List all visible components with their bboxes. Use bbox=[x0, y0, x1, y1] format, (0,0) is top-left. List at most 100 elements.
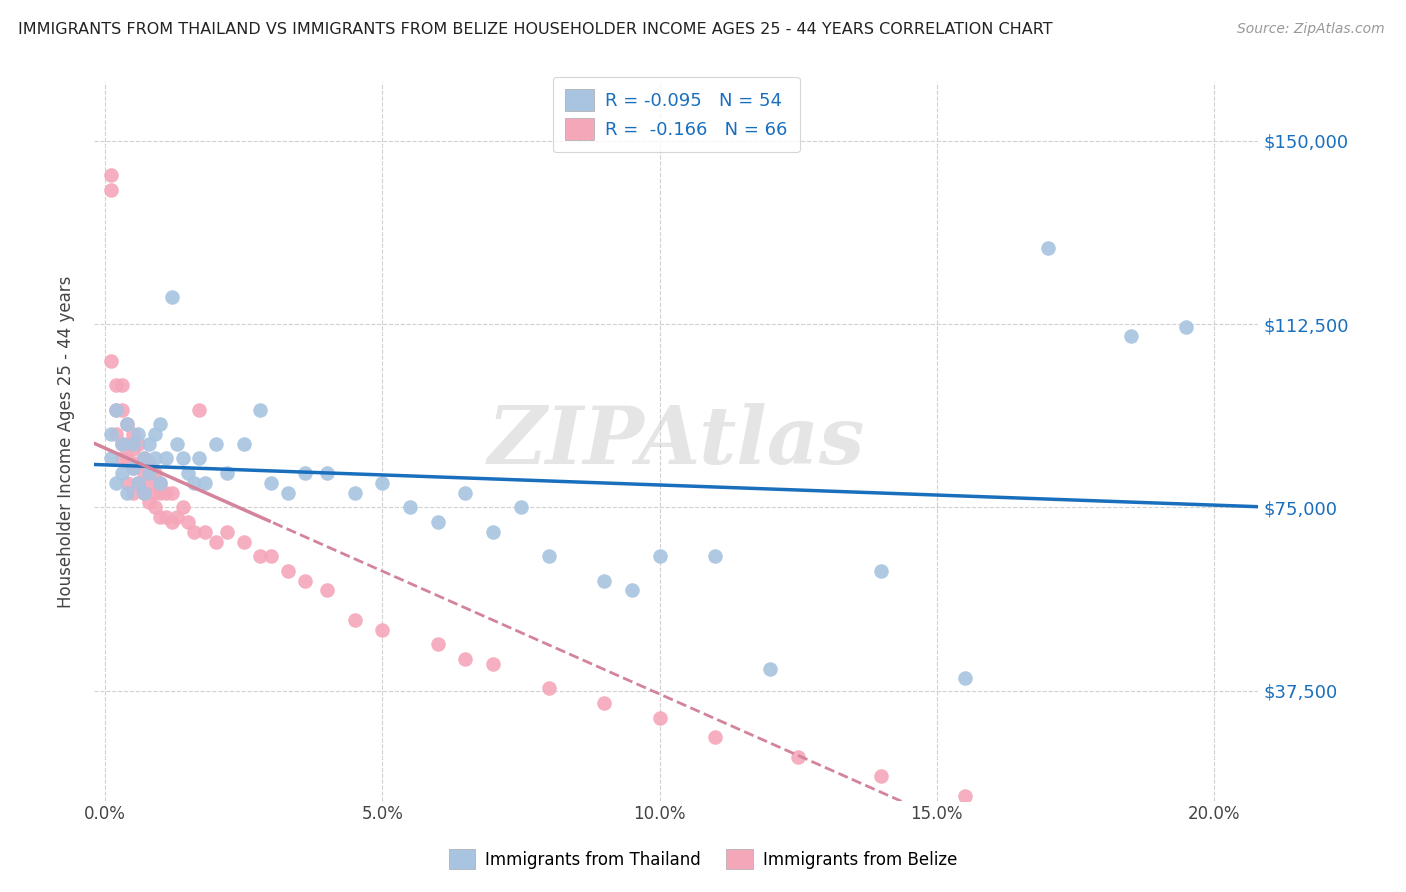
Point bbox=[132, 485, 155, 500]
Point bbox=[100, 168, 122, 182]
Point bbox=[111, 437, 134, 451]
Point bbox=[343, 613, 366, 627]
Point bbox=[260, 549, 283, 564]
Text: ZIPAtlas: ZIPAtlas bbox=[488, 402, 865, 480]
Point bbox=[1147, 828, 1170, 842]
Point bbox=[426, 637, 449, 651]
Point bbox=[138, 437, 160, 451]
Point bbox=[127, 427, 149, 442]
Point bbox=[100, 427, 122, 442]
Point bbox=[155, 451, 177, 466]
Point bbox=[426, 515, 449, 529]
Point bbox=[115, 417, 138, 432]
Point bbox=[294, 574, 316, 588]
Point bbox=[127, 437, 149, 451]
Point bbox=[870, 769, 893, 783]
Point bbox=[121, 442, 143, 456]
Point bbox=[143, 500, 166, 515]
Point bbox=[1036, 241, 1059, 255]
Point bbox=[177, 466, 200, 480]
Point bbox=[149, 510, 172, 524]
Point bbox=[160, 515, 183, 529]
Point bbox=[454, 485, 477, 500]
Point bbox=[132, 451, 155, 466]
Point bbox=[371, 475, 394, 490]
Point bbox=[172, 500, 194, 515]
Point bbox=[249, 549, 271, 564]
Point bbox=[121, 461, 143, 475]
Point bbox=[620, 583, 643, 598]
Point bbox=[294, 466, 316, 480]
Point bbox=[371, 623, 394, 637]
Point bbox=[953, 672, 976, 686]
Point bbox=[149, 475, 172, 490]
Point bbox=[249, 402, 271, 417]
Point bbox=[315, 583, 337, 598]
Y-axis label: Householder Income Ages 25 - 44 years: Householder Income Ages 25 - 44 years bbox=[58, 276, 75, 607]
Point bbox=[215, 466, 238, 480]
Point bbox=[399, 500, 422, 515]
Point bbox=[121, 427, 143, 442]
Point bbox=[1175, 319, 1198, 334]
Point bbox=[277, 564, 299, 578]
Point bbox=[759, 662, 782, 676]
Point bbox=[183, 475, 205, 490]
Point bbox=[787, 749, 810, 764]
Point bbox=[160, 290, 183, 304]
Text: Source: ZipAtlas.com: Source: ZipAtlas.com bbox=[1237, 22, 1385, 37]
Point bbox=[593, 574, 616, 588]
Legend: Immigrants from Thailand, Immigrants from Belize: Immigrants from Thailand, Immigrants fro… bbox=[439, 838, 967, 880]
Point bbox=[115, 475, 138, 490]
Point bbox=[100, 183, 122, 197]
Point bbox=[1008, 808, 1031, 822]
Point bbox=[149, 475, 172, 490]
Point bbox=[111, 402, 134, 417]
Point bbox=[704, 730, 727, 744]
Text: IMMIGRANTS FROM THAILAND VS IMMIGRANTS FROM BELIZE HOUSEHOLDER INCOME AGES 25 - : IMMIGRANTS FROM THAILAND VS IMMIGRANTS F… bbox=[18, 22, 1053, 37]
Point bbox=[127, 456, 149, 470]
Point bbox=[111, 466, 134, 480]
Point bbox=[343, 485, 366, 500]
Point bbox=[138, 466, 160, 480]
Point bbox=[105, 427, 128, 442]
Point bbox=[648, 549, 671, 564]
Point bbox=[537, 549, 560, 564]
Point bbox=[166, 437, 188, 451]
Point bbox=[482, 657, 505, 671]
Point bbox=[277, 485, 299, 500]
Point bbox=[593, 696, 616, 710]
Point bbox=[160, 485, 183, 500]
Point bbox=[111, 378, 134, 392]
Point bbox=[1119, 329, 1142, 343]
Point bbox=[537, 681, 560, 696]
Point bbox=[205, 437, 228, 451]
Point bbox=[870, 564, 893, 578]
Point bbox=[188, 451, 211, 466]
Point bbox=[315, 466, 337, 480]
Point bbox=[138, 456, 160, 470]
Point bbox=[482, 524, 505, 539]
Point bbox=[111, 437, 134, 451]
Point bbox=[143, 427, 166, 442]
Point bbox=[215, 524, 238, 539]
Point bbox=[127, 475, 149, 490]
Point bbox=[100, 353, 122, 368]
Point bbox=[121, 461, 143, 475]
Point bbox=[105, 402, 128, 417]
Point bbox=[115, 417, 138, 432]
Point bbox=[260, 475, 283, 490]
Point bbox=[132, 485, 155, 500]
Point bbox=[138, 475, 160, 490]
Point bbox=[177, 515, 200, 529]
Point bbox=[105, 378, 128, 392]
Point bbox=[127, 475, 149, 490]
Point bbox=[205, 534, 228, 549]
Point bbox=[510, 500, 533, 515]
Point bbox=[172, 451, 194, 466]
Point bbox=[194, 475, 217, 490]
Point bbox=[183, 524, 205, 539]
Point bbox=[149, 485, 172, 500]
Point bbox=[132, 466, 155, 480]
Point bbox=[115, 451, 138, 466]
Point bbox=[194, 524, 217, 539]
